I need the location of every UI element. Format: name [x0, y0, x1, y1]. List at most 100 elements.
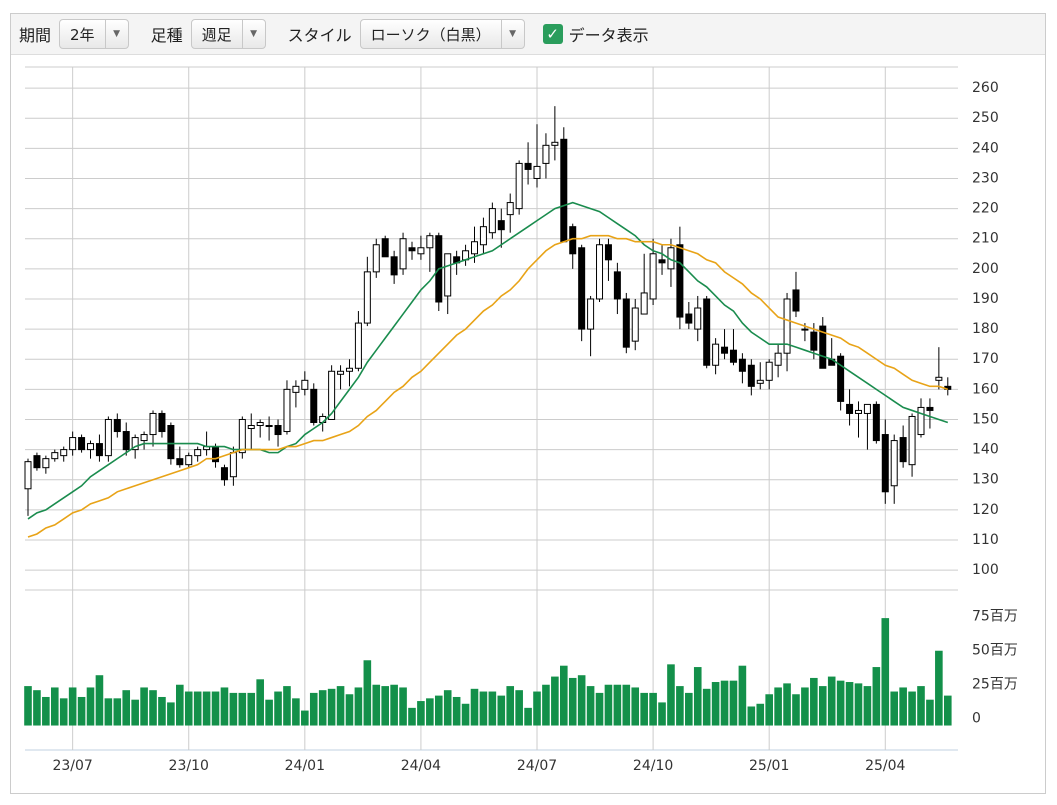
candle-body [363, 271, 371, 324]
volume-bar [935, 650, 943, 726]
candle-body [42, 458, 50, 469]
candle-body [515, 162, 523, 210]
candle-body [220, 467, 228, 481]
volume-bar [381, 686, 389, 726]
volume-bar [59, 698, 68, 726]
volume-bar [354, 687, 363, 726]
volume-bar [363, 660, 372, 726]
volume-bar [738, 665, 747, 726]
candle-body [372, 244, 380, 273]
candle-body [935, 376, 943, 381]
volume-bar [649, 692, 657, 726]
period-select[interactable]: 2年 ▼ [59, 19, 129, 49]
candle-body [685, 313, 693, 324]
volume-bar [443, 690, 452, 726]
bar-select[interactable]: 週足 ▼ [190, 19, 266, 49]
y-tick-label: 170 [972, 351, 999, 367]
candle-body [774, 352, 782, 366]
volume-bar [345, 694, 354, 726]
volume-bar [595, 692, 604, 726]
x-tick-label: 23/07 [52, 758, 92, 774]
volume-bar [702, 688, 711, 726]
candle-body [604, 244, 612, 261]
volume-bar [336, 686, 345, 726]
candle-body [640, 292, 648, 315]
candle-body [792, 289, 800, 312]
candle-body [238, 418, 246, 454]
y-tick-label: 50百万 [972, 643, 1018, 659]
x-tick-label: 24/04 [401, 758, 441, 774]
volume-bar [220, 687, 229, 726]
volume-bar [515, 690, 523, 726]
volume-bar [854, 683, 863, 726]
dropdown-arrow: ▼ [104, 20, 128, 48]
volume-bar [560, 665, 568, 726]
candle-body [390, 256, 398, 276]
volume-bar [577, 675, 586, 726]
volume-bar [158, 696, 166, 726]
candle-body [354, 322, 362, 369]
volume-bar [184, 691, 193, 726]
volume-bar [50, 687, 59, 726]
checkbox[interactable]: ✓ [542, 24, 563, 44]
x-tick-label: 24/07 [517, 758, 557, 774]
volume-bar [390, 684, 398, 726]
volume-bar [827, 676, 836, 726]
volume-bar [176, 684, 184, 726]
candle-body [810, 331, 818, 351]
volume-bar [434, 695, 443, 726]
volume-bar [274, 691, 282, 726]
y-tick-label: 220 [972, 201, 999, 217]
candle-body [846, 403, 854, 414]
volume-bar [193, 691, 202, 726]
volume-bar [926, 699, 934, 726]
volume-bar [818, 686, 827, 726]
volume-bar [604, 684, 613, 726]
candle-body [301, 379, 309, 390]
candle-body [587, 298, 595, 330]
y-tick-label: 150 [972, 411, 999, 427]
candle-body [917, 406, 925, 436]
volume-bar [836, 680, 845, 726]
x-tick-label: 24/01 [285, 758, 325, 774]
candle-body [488, 208, 496, 234]
volume-bar [265, 699, 273, 726]
volume-bar [551, 676, 559, 726]
candle-body [560, 138, 568, 243]
candle-body [819, 325, 827, 369]
candle-body [872, 403, 880, 442]
dropdown-arrow: ▼ [241, 20, 265, 48]
volume-bar [301, 710, 309, 726]
y-tick-label: 120 [972, 502, 999, 518]
volume-bar [542, 684, 550, 726]
volume-bar [881, 618, 890, 726]
candle-body [881, 434, 889, 493]
volume-bar [167, 702, 175, 726]
candle-body [328, 370, 336, 420]
y-tick-label: 0 [972, 711, 981, 727]
volume-bar [943, 695, 952, 726]
candle-body [256, 421, 264, 427]
volume-bar [131, 699, 139, 726]
candle-body [176, 458, 184, 466]
volume-bar [792, 694, 800, 726]
period-label: 期間 [19, 26, 52, 45]
candle-body [283, 388, 291, 433]
volume-bar [872, 667, 881, 726]
candle-body [51, 452, 59, 460]
volume-bar [247, 692, 256, 726]
candle-body [131, 437, 139, 451]
y-tick-label: 25百万 [972, 677, 1018, 693]
style-label: スタイル [287, 26, 352, 45]
y-tick-label: 130 [972, 472, 999, 488]
volume-bar [488, 691, 497, 726]
volume-bar [86, 687, 95, 726]
volume-bar [658, 702, 666, 726]
style-select[interactable]: ローソク（白黒） ▼ [359, 19, 525, 49]
candle-body [444, 253, 452, 297]
volume-bar [318, 690, 327, 726]
candle-body [837, 355, 845, 402]
style-value: ローソク（白黒） [370, 25, 491, 44]
candle-body [381, 238, 389, 258]
volume-bar [506, 686, 515, 726]
